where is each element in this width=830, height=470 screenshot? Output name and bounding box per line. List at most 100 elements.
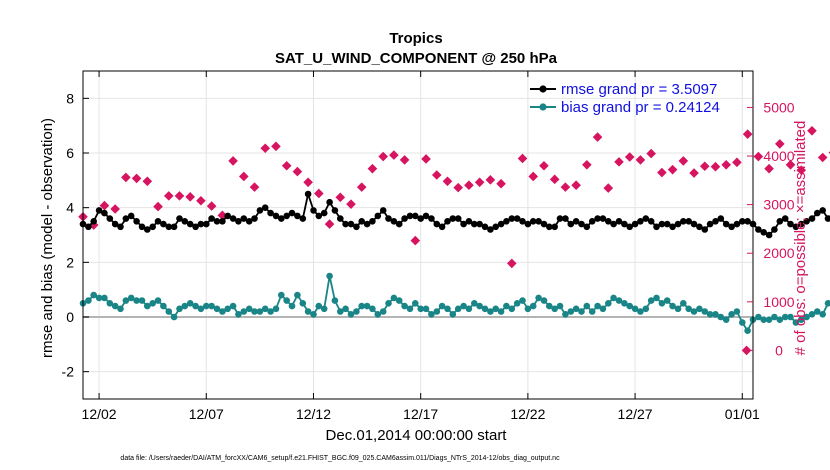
rmse-point-98	[605, 218, 612, 225]
rmse-point-71	[460, 220, 467, 228]
rmse-point-106	[647, 218, 655, 225]
bias-point-6	[111, 302, 119, 310]
bias-point-2	[90, 291, 97, 299]
rmse-point-39	[288, 209, 296, 217]
bias-point-67	[438, 302, 446, 310]
obs-assimilated-point-44	[549, 174, 560, 185]
rmse-point-33	[256, 207, 264, 214]
rmse-point-26	[219, 218, 226, 225]
obs-assimilated-point-29	[389, 150, 399, 160]
legend-bias-label: bias grand pr = 0.24124	[561, 99, 720, 116]
rmse-point-12	[144, 226, 151, 233]
obs-assimilated-point-35	[453, 182, 463, 193]
rmse-point-112	[680, 218, 687, 225]
rmse-point-74	[476, 220, 483, 228]
rmse-point-97	[599, 215, 607, 222]
rmse-point-91	[567, 220, 575, 228]
bias-point-70	[454, 305, 462, 313]
chart-subtitle: SAT_U_WIND_COMPONENT @ 250 hPa	[275, 50, 558, 67]
bias-point-108	[658, 300, 666, 307]
rmse-point-95	[588, 218, 596, 225]
rmse-point-62	[412, 212, 419, 220]
rmse-point-8	[122, 215, 130, 222]
bias-point-118	[712, 311, 719, 318]
bias-point-37	[278, 291, 285, 299]
obs-assimilated-point-60	[721, 159, 731, 170]
bias-point-25	[213, 305, 221, 313]
rmse-point-63	[417, 215, 425, 222]
rmse-point-116	[701, 226, 709, 233]
obs-assimilated-point-46	[571, 180, 581, 190]
bias-point-39	[288, 302, 296, 310]
bias-point-98	[605, 300, 612, 307]
y-right-tick-label-3: 3000	[763, 197, 794, 213]
rmse-point-44	[315, 212, 323, 220]
bias-point-128	[765, 316, 773, 324]
rmse-point-108	[658, 220, 666, 228]
bias-point-93	[578, 308, 585, 315]
bias-point-111	[674, 305, 682, 313]
obs-assimilated-point-50	[614, 157, 624, 167]
bias-point-31	[245, 305, 253, 313]
bias-point-78	[497, 308, 505, 315]
legend-rmse-marker	[539, 85, 547, 93]
obs-assimilated-point-34	[442, 176, 453, 187]
rmse-point-82	[519, 218, 526, 225]
bias-point-12	[144, 302, 151, 310]
bias-point-61	[406, 305, 414, 313]
bias-point-38	[283, 297, 291, 304]
bias-point-134	[797, 316, 805, 324]
bias-point-121	[728, 311, 735, 318]
rmse-point-117	[706, 220, 714, 228]
rmse-point-9	[127, 212, 135, 220]
rmse-point-15	[160, 220, 167, 228]
rmse-point-139	[824, 215, 830, 222]
rmse-point-45	[320, 209, 328, 217]
rmse-point-6	[111, 220, 119, 228]
bias-point-101	[621, 300, 628, 307]
rmse-point-60	[401, 215, 408, 222]
bias-point-16	[165, 308, 173, 315]
y-left-tick-label-5: 8	[66, 90, 74, 106]
y-right-tick-label-4: 4000	[763, 148, 794, 164]
rmse-point-70	[454, 215, 462, 222]
rmse-point-72	[465, 218, 473, 225]
bias-point-8	[122, 297, 130, 304]
bias-point-36	[272, 305, 280, 313]
bias-point-112	[680, 300, 687, 307]
bias-point-23	[203, 302, 210, 310]
rmse-point-2	[90, 218, 97, 225]
rmse-point-87	[546, 223, 553, 231]
bias-point-79	[503, 302, 510, 310]
bias-point-127	[760, 316, 767, 324]
bias-point-50	[347, 311, 355, 318]
bias-point-126	[755, 313, 762, 321]
rmse-point-136	[808, 215, 816, 222]
obs-assimilated-point-15	[239, 171, 249, 182]
bias-point-99	[610, 294, 617, 302]
obs-assimilated-point-17	[260, 143, 271, 154]
rmse-point-21	[192, 223, 199, 231]
bias-point-64	[422, 305, 430, 313]
rmse-point-122	[733, 220, 741, 228]
obs-assimilated-point-69	[817, 152, 828, 163]
rmse-point-31	[245, 218, 253, 225]
rmse-point-49	[342, 220, 349, 228]
rmse-point-124	[744, 218, 751, 225]
obs-assimilated-point-66	[785, 159, 796, 170]
bias-point-76	[487, 308, 494, 315]
obs-assimilated-point-67	[796, 165, 807, 175]
rmse-point-50	[347, 220, 355, 228]
obs-assimilated-point-20	[292, 166, 303, 177]
rmse-point-134	[797, 220, 805, 228]
bias-point-66	[433, 308, 441, 315]
bias-point-1	[85, 297, 92, 304]
rmse-point-107	[653, 223, 660, 231]
legend-bias-marker	[539, 103, 547, 111]
bias-point-13	[149, 300, 156, 307]
bias-point-20	[186, 300, 194, 307]
bias-point-56	[379, 308, 387, 315]
bias-point-130	[776, 316, 784, 324]
bias-point-14	[154, 297, 162, 304]
rmse-point-7	[117, 223, 124, 231]
